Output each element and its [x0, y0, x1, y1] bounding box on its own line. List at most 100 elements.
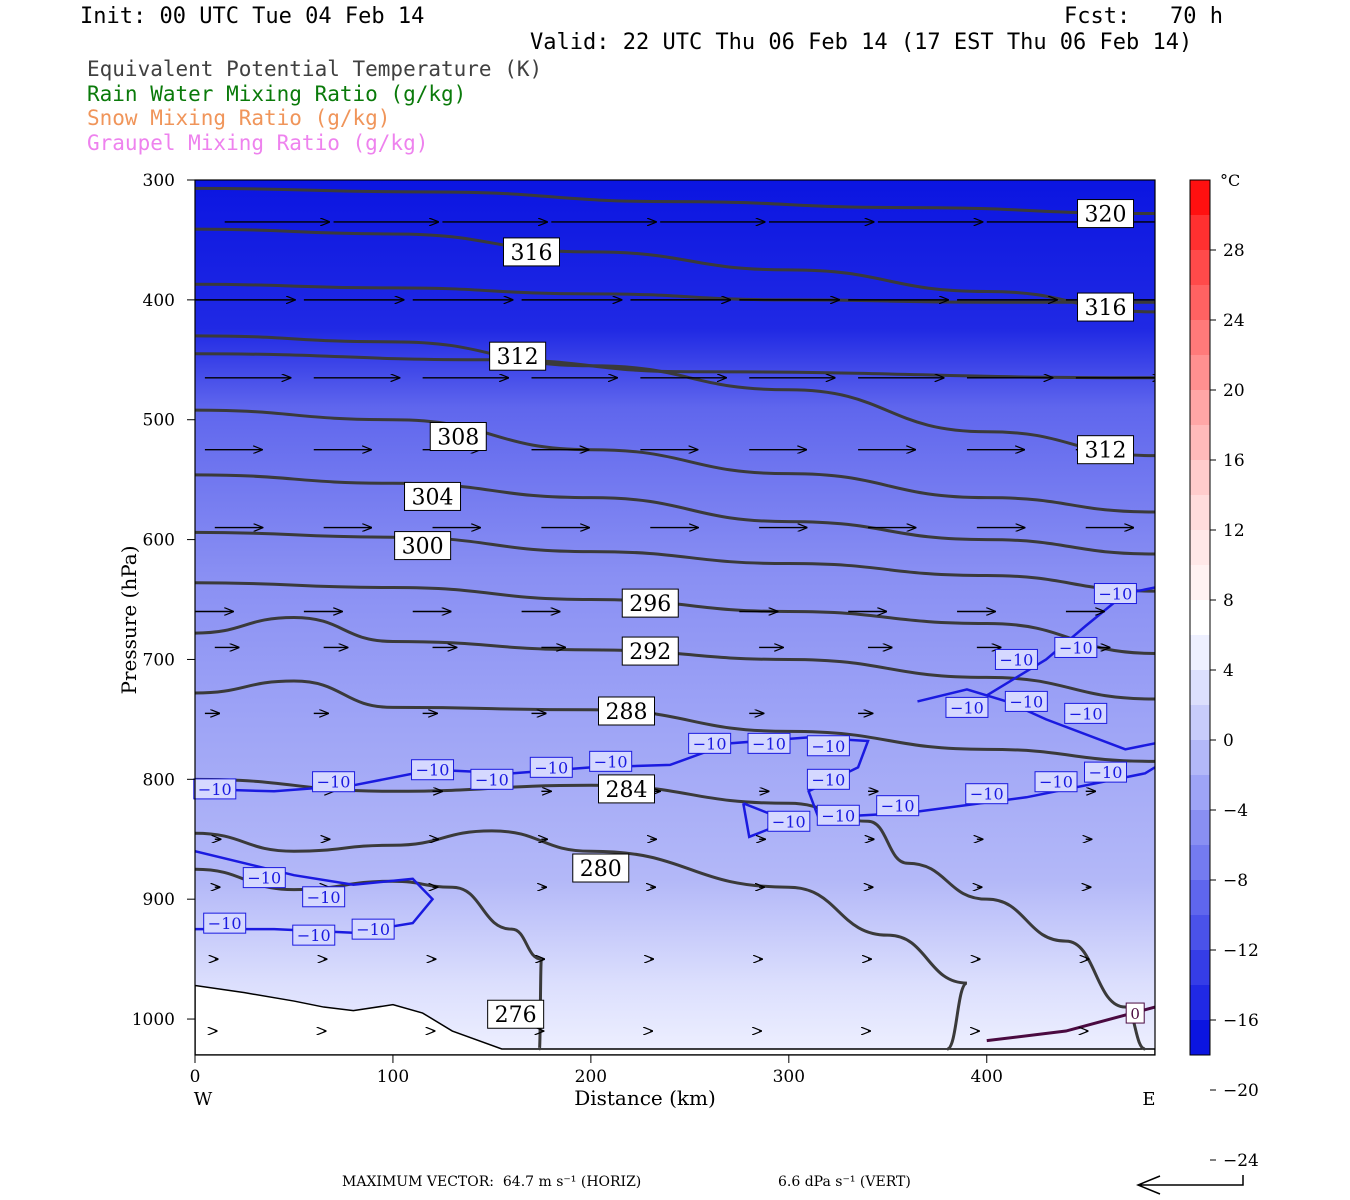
colorbar-band	[1190, 495, 1210, 531]
colorbar-band	[1190, 845, 1210, 881]
colorbar-band	[1190, 915, 1210, 951]
theta-e-label-box	[572, 853, 630, 883]
isotherm-label: −10	[356, 920, 390, 939]
colorbar-tick-label: −4	[1223, 801, 1248, 821]
colorbar-band	[1190, 880, 1210, 916]
field-label-graupel: Graupel Mixing Ratio (g/kg)	[87, 131, 429, 155]
theta-e-label: 304	[412, 485, 454, 510]
colorbar-band	[1190, 670, 1210, 706]
isotherm-label: −10	[198, 780, 232, 799]
theta-e-contour	[195, 530, 1155, 593]
east-label: E	[1142, 1089, 1155, 1110]
isotherm-label: −10	[1089, 763, 1123, 782]
isotherm-label: −10	[1009, 692, 1043, 711]
isotherm-label: −10	[1059, 638, 1093, 657]
theta-e-label: 284	[606, 778, 648, 803]
colorbar-unit: °C	[1220, 171, 1240, 190]
colorbar-band	[1190, 635, 1210, 671]
isotherm-label-box	[1034, 771, 1078, 793]
isotherm-label-box	[767, 810, 811, 832]
colorbar-tick-label: 0	[1223, 731, 1234, 751]
y-tick-label: 300	[143, 171, 175, 191]
isotherm-label: −10	[208, 914, 242, 933]
isotherm-label: −10	[970, 785, 1004, 804]
west-label: W	[194, 1089, 213, 1110]
colorbar-tick-label: 24	[1223, 311, 1245, 331]
isotherm-label-box	[203, 912, 247, 934]
reference-vector-arrow	[1136, 1175, 1244, 1195]
valid-time: Valid: 22 UTC Thu 06 Feb 14 (17 EST Thu …	[530, 30, 1193, 55]
isotherm-label-box	[351, 918, 395, 940]
x-axis-label: Distance (km)	[574, 1086, 716, 1110]
isotherm-label-box	[688, 732, 732, 754]
isotherm-label-box	[193, 778, 237, 800]
theta-e-label-box	[489, 341, 547, 371]
colorbar-band	[1190, 320, 1210, 356]
colorbar-tick-label: 16	[1223, 451, 1245, 471]
theta-e-label-box	[404, 481, 462, 511]
theta-e-label: 320	[1085, 203, 1127, 228]
colorbar-band	[1190, 250, 1210, 286]
isotherm-label-box	[242, 867, 286, 889]
isotherm-label: −10	[821, 806, 855, 825]
x-tick-label: 100	[377, 1067, 409, 1087]
isotherm-label: −10	[1039, 773, 1073, 792]
isotherm-label-box	[1084, 761, 1128, 783]
colorbar-tick-label: 20	[1223, 381, 1245, 401]
theta-e-label-box	[1077, 292, 1135, 322]
isotherm-label: −10	[812, 770, 846, 789]
isotherm-label-box	[302, 886, 346, 908]
isotherm-label-box	[806, 735, 850, 757]
y-tick-label: 900	[143, 890, 175, 910]
colorbar-tick-label: 4	[1223, 661, 1234, 681]
isotherm-zero	[986, 1005, 1155, 1043]
isotherm-label: −10	[317, 773, 351, 792]
isotherm-label-box	[411, 759, 455, 781]
isotherm-label-box	[292, 924, 336, 946]
isotherm-label-box	[816, 804, 860, 826]
colorbar-tick-label: 12	[1223, 521, 1245, 541]
theta-e-label: 300	[402, 535, 444, 560]
theta-e-label-box	[621, 588, 679, 618]
colorbar-band	[1190, 740, 1210, 776]
isotherm-label: −10	[812, 737, 846, 756]
theta-e-contour	[195, 829, 968, 1051]
max-vector-horizontal: MAXIMUM VECTOR: 64.7 m s⁻¹ (HORIZ)	[342, 1174, 642, 1190]
theta-e-label: 276	[495, 1003, 537, 1028]
theta-e-contour	[195, 227, 1155, 314]
isotherm-label-box	[312, 771, 356, 793]
max-vector-vertical: 6.6 dPa s⁻¹ (VERT)	[778, 1174, 911, 1190]
theta-e-label: 312	[1085, 439, 1127, 464]
isotherm-label-box	[1054, 636, 1098, 658]
y-tick-label: 500	[143, 411, 175, 431]
theta-e-contour	[195, 186, 1155, 216]
x-tick-label: 300	[773, 1067, 805, 1087]
y-axis-label: Pressure (hPa)	[117, 546, 141, 695]
isotherm-label: −10	[297, 926, 331, 945]
plot-frame	[194, 179, 1156, 1056]
colorbar-tick-label: −16	[1223, 1011, 1259, 1031]
plot-area	[195, 180, 1155, 1055]
theta-e-label-box	[1077, 199, 1135, 229]
field-label-theta-e: Equivalent Potential Temperature (K)	[87, 57, 543, 81]
theta-e-label: 296	[629, 592, 671, 617]
theta-e-contour	[195, 282, 1155, 304]
init-time: Init: 00 UTC Tue 04 Feb 14	[80, 4, 425, 29]
field-label-snow: Snow Mixing Ratio (g/kg)	[87, 106, 391, 130]
theta-e-label: 316	[1085, 296, 1127, 321]
theta-e-label-box	[1077, 435, 1135, 465]
y-tick-label: 700	[143, 650, 175, 670]
y-tick-label: 800	[143, 770, 175, 790]
colorbar-band	[1190, 705, 1210, 741]
theta-e-label-box	[429, 422, 487, 452]
isotherm-label: −10	[693, 734, 727, 753]
isotherm-label-box	[747, 732, 791, 754]
theta-e-contour	[195, 352, 1155, 380]
isotherm-label: −10	[772, 812, 806, 831]
colorbar-band	[1190, 775, 1210, 811]
theta-e-label: 308	[437, 426, 479, 451]
isotherm-label: −10	[881, 797, 915, 816]
theta-e-contour	[195, 408, 1155, 514]
colorbar-band	[1190, 530, 1210, 566]
isotherm-label-box	[1004, 690, 1048, 712]
